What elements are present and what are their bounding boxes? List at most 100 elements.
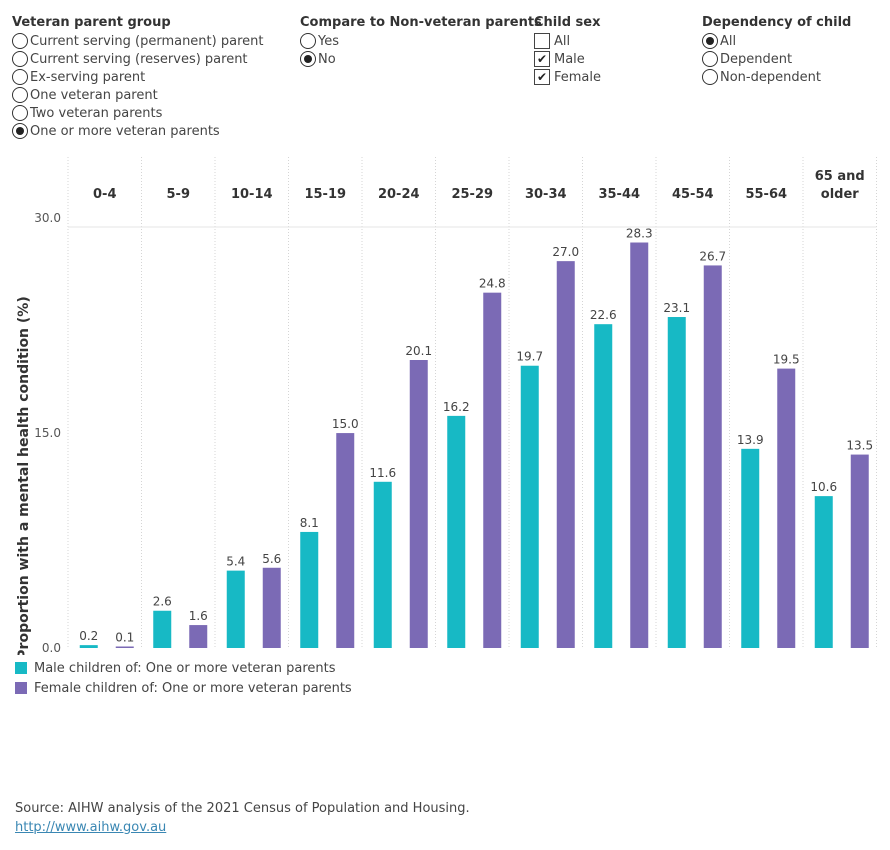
data-label: 16.2 (443, 400, 470, 414)
source-link[interactable]: http://www.aihw.gov.au (15, 820, 167, 835)
data-label: 5.6 (262, 552, 281, 566)
radio-button[interactable] (12, 87, 28, 103)
radio-label: Non-dependent (720, 69, 821, 85)
bar-male (520, 365, 539, 648)
bar-female (630, 242, 649, 649)
data-label: 28.3 (626, 227, 653, 241)
radio-button[interactable] (12, 105, 28, 121)
y-tick-label: 0.0 (42, 641, 61, 655)
radio-option-non-dependent[interactable]: Non-dependent (702, 68, 851, 86)
legend-item-male[interactable]: Male children of: One or more veteran pa… (15, 658, 352, 678)
source-footer: Source: AIHW analysis of the 2021 Census… (15, 799, 470, 837)
legend-swatch-female (15, 682, 27, 694)
legend-item-female[interactable]: Female children of: One or more veteran … (15, 678, 352, 698)
data-label: 15.0 (332, 417, 359, 431)
bar-female (409, 360, 428, 648)
radio-button-selected[interactable] (300, 51, 316, 67)
checkbox-option-female[interactable]: ✔ Female (534, 68, 601, 86)
compare-title: Compare to Non-veteran parents (300, 15, 542, 30)
bar-female (336, 433, 355, 648)
radio-option-dependent[interactable]: Dependent (702, 50, 851, 68)
category-label: 20-24 (378, 187, 420, 202)
data-label: 13.9 (737, 433, 764, 447)
radio-option-ex-serving[interactable]: Ex-serving parent (12, 68, 263, 86)
radio-option-one-veteran[interactable]: One veteran parent (12, 86, 263, 104)
data-label: 10.6 (810, 480, 837, 494)
data-label: 11.6 (369, 466, 396, 480)
bar-female (777, 368, 796, 648)
bar-male (741, 448, 760, 648)
data-label: 0.2 (79, 629, 98, 643)
category-label: 55-64 (745, 187, 787, 202)
radio-label: All (720, 33, 737, 49)
legend-swatch-male (15, 662, 27, 674)
category-label: 65 and (815, 169, 865, 184)
radio-label: Current serving (permanent) parent (30, 33, 264, 49)
data-label: 1.6 (189, 609, 208, 623)
data-label: 2.6 (153, 595, 172, 609)
data-label: 24.8 (479, 277, 506, 291)
radio-label: No (318, 51, 336, 67)
checkbox-checked[interactable]: ✔ (534, 51, 550, 67)
radio-button-selected[interactable] (702, 33, 718, 49)
category-label: 35-44 (598, 187, 640, 202)
data-label: 0.1 (115, 631, 134, 645)
checkbox-option-all[interactable]: All (534, 32, 601, 50)
bar-male (300, 531, 319, 648)
bar-male (153, 610, 172, 648)
radio-button-selected[interactable] (12, 123, 28, 139)
category-label: 10-14 (231, 187, 273, 202)
bar-female (850, 454, 869, 648)
bar-female (262, 567, 281, 648)
radio-button[interactable] (300, 33, 316, 49)
y-axis-label: Proportion with a mental health conditio… (16, 296, 32, 655)
radio-label: Current serving (reserves) parent (30, 51, 248, 67)
radio-option-yes[interactable]: Yes (300, 32, 542, 50)
bar-female (189, 625, 208, 648)
radio-option-one-or-more-veterans[interactable]: One or more veteran parents (12, 122, 263, 140)
bar-male (447, 415, 466, 648)
category-label: 45-54 (672, 187, 714, 202)
radio-button[interactable] (12, 51, 28, 67)
bar-male (226, 570, 245, 648)
radio-label: One or more veteran parents (30, 123, 220, 139)
radio-button[interactable] (12, 33, 28, 49)
category-label: 30-34 (525, 187, 567, 202)
data-label: 19.5 (773, 353, 800, 367)
category-label: 15-19 (304, 187, 346, 202)
bar-male (373, 481, 392, 648)
category-label: 0-4 (93, 187, 117, 202)
checkbox-label: Female (554, 69, 602, 85)
chart-legend: Male children of: One or more veteran pa… (15, 658, 352, 698)
radio-label: Ex-serving parent (30, 69, 146, 85)
radio-label: Dependent (720, 51, 793, 67)
y-tick-label: 15.0 (34, 426, 61, 440)
radio-option-current-serving-permanent[interactable]: Current serving (permanent) parent (12, 32, 263, 50)
radio-option-all[interactable]: All (702, 32, 851, 50)
bar-chart: 0-4 5-9 10-14 15-19 20-24 25-29 30-34 35-44 45-5… (16, 157, 877, 655)
bar-male (594, 324, 613, 648)
data-label: 20.1 (405, 344, 432, 358)
bar-female (556, 261, 575, 648)
radio-button[interactable] (12, 69, 28, 85)
category-label: 25-29 (451, 187, 493, 202)
data-label: 19.7 (516, 350, 543, 364)
radio-option-two-veterans[interactable]: Two veteran parents (12, 104, 263, 122)
dependency-filter: Dependency of child All Dependent Non-de… (702, 14, 851, 86)
legend-label-male: Male children of: One or more veteran pa… (34, 660, 336, 676)
radio-button[interactable] (702, 51, 718, 67)
radio-option-no[interactable]: No (300, 50, 542, 68)
checkbox-label: Male (554, 51, 585, 67)
veteran-parent-group-filter: Veteran parent group Current serving (pe… (12, 14, 263, 140)
category-label: older (821, 187, 860, 202)
checkbox-checked[interactable]: ✔ (534, 69, 550, 85)
source-text: Source: AIHW analysis of the 2021 Census… (15, 801, 470, 816)
checkbox-option-male[interactable]: ✔ Male (534, 50, 601, 68)
checkbox[interactable] (534, 33, 550, 49)
data-label: 5.4 (226, 555, 245, 569)
radio-option-current-serving-reserves[interactable]: Current serving (reserves) parent (12, 50, 263, 68)
bar-male (814, 496, 833, 648)
data-label: 22.6 (590, 308, 617, 322)
data-label: 23.1 (663, 301, 690, 315)
radio-button[interactable] (702, 69, 718, 85)
